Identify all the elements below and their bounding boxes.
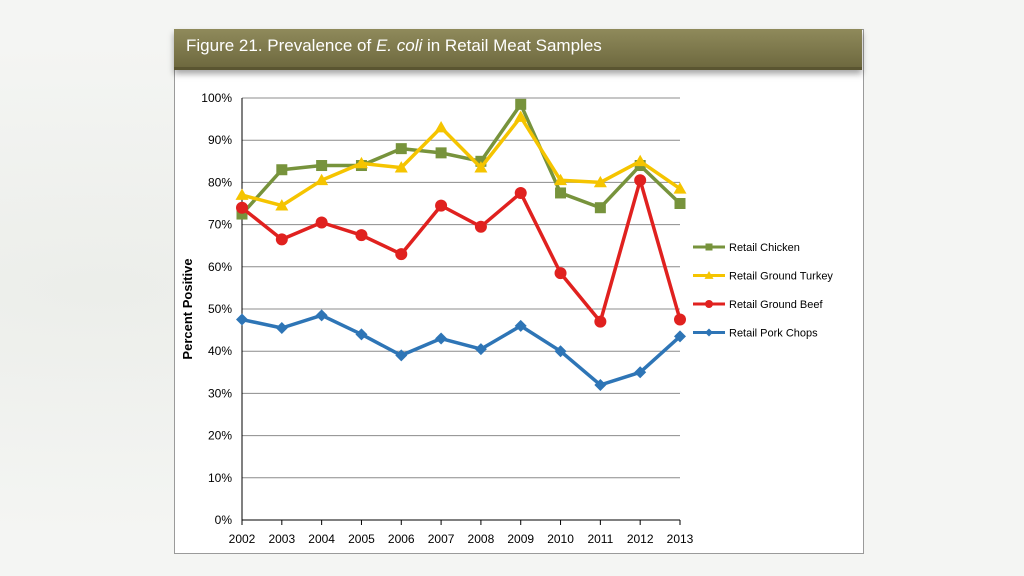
data-point-circle — [315, 216, 328, 229]
data-point-square — [276, 164, 288, 176]
data-point-diamond — [705, 328, 713, 337]
chart-title-suffix: in Retail Meat Samples — [422, 36, 602, 55]
chart-title-italic: E. coli — [375, 36, 423, 55]
data-point-diamond — [275, 321, 288, 334]
data-point-triangle — [275, 199, 289, 211]
title-banner — [174, 29, 862, 70]
x-tick-label: 2010 — [547, 532, 574, 546]
x-tick-label: 2013 — [667, 532, 694, 546]
series-line — [240, 178, 682, 324]
data-point-diamond — [594, 378, 607, 391]
data-point-square — [395, 143, 407, 155]
data-point-diamond — [554, 345, 567, 358]
x-tick-label: 2004 — [308, 532, 335, 546]
data-point-diamond — [355, 328, 368, 341]
y-tick-label: 90% — [208, 133, 232, 147]
y-tick-label: 70% — [208, 218, 232, 232]
data-point-circle — [674, 313, 686, 326]
legend-label: Retail Chicken — [729, 242, 800, 254]
data-point-square — [705, 243, 713, 251]
data-point-diamond — [674, 330, 686, 343]
series-line — [241, 313, 682, 387]
series-line — [240, 102, 682, 216]
data-point-triangle — [354, 156, 368, 169]
data-point-square — [674, 198, 686, 209]
y-tick-label: 0% — [215, 513, 233, 527]
data-point-square — [316, 160, 328, 172]
data-point-circle — [705, 300, 713, 308]
y-axis-label: Percent Positive — [180, 258, 195, 359]
data-point-square — [236, 208, 248, 220]
data-point-circle — [554, 267, 567, 280]
data-point-diamond — [474, 343, 487, 356]
y-tick-label: 50% — [208, 302, 232, 316]
data-point-diamond — [395, 349, 408, 362]
legend-label: Retail Ground Beef — [729, 299, 823, 311]
chart-title: Figure 21. Prevalence of E. coli in Reta… — [186, 36, 602, 56]
data-point-triangle — [235, 188, 249, 200]
data-point-triangle — [394, 161, 408, 173]
data-point-triangle — [593, 175, 607, 188]
y-tick-label: 20% — [208, 429, 232, 443]
y-tick-label: 60% — [208, 260, 232, 274]
y-tick-label: 10% — [208, 471, 232, 485]
legend-label: Retail Ground Turkey — [729, 271, 833, 283]
x-tick-label: 2002 — [229, 532, 256, 546]
x-tick-label: 2012 — [627, 532, 654, 546]
data-point-triangle — [514, 110, 528, 122]
chart-title-prefix: Figure 21. Prevalence of — [186, 36, 376, 55]
data-point-circle — [275, 233, 288, 246]
data-point-diamond — [435, 332, 448, 345]
data-point-triangle — [554, 173, 568, 186]
data-point-circle — [514, 186, 527, 199]
y-tick-label: 100% — [201, 91, 232, 105]
data-point-square — [555, 187, 567, 199]
data-point-square — [435, 147, 447, 159]
data-point-diamond — [236, 313, 248, 326]
data-point-circle — [474, 220, 487, 233]
data-point-diamond — [315, 309, 328, 322]
data-point-diamond — [634, 366, 647, 379]
data-point-square — [594, 202, 606, 214]
legend-label: Retail Pork Chops — [729, 328, 818, 340]
data-point-circle — [355, 229, 368, 242]
data-point-triangle — [673, 182, 687, 194]
y-tick-label: 30% — [208, 386, 232, 400]
x-tick-label: 2009 — [507, 532, 534, 546]
data-point-square — [515, 98, 527, 110]
data-point-circle — [634, 174, 647, 187]
x-tick-label: 2011 — [587, 532, 613, 546]
x-tick-label: 2007 — [428, 532, 455, 546]
data-point-triangle — [474, 161, 488, 173]
y-tick-label: 80% — [208, 175, 232, 189]
x-tick-label: 2003 — [268, 532, 295, 546]
data-point-circle — [435, 199, 448, 212]
x-tick-label: 2006 — [388, 532, 415, 546]
data-point-circle — [395, 248, 408, 261]
data-point-triangle — [704, 271, 714, 279]
data-point-diamond — [514, 319, 527, 332]
data-point-circle — [594, 315, 607, 328]
y-tick-label: 40% — [208, 344, 232, 358]
x-tick-label: 2005 — [348, 532, 375, 546]
series-line — [241, 115, 681, 208]
data-point-triangle — [633, 154, 647, 167]
data-point-triangle — [315, 173, 329, 186]
data-point-triangle — [434, 121, 448, 133]
data-point-circle — [236, 201, 248, 214]
x-tick-label: 2008 — [468, 532, 495, 546]
